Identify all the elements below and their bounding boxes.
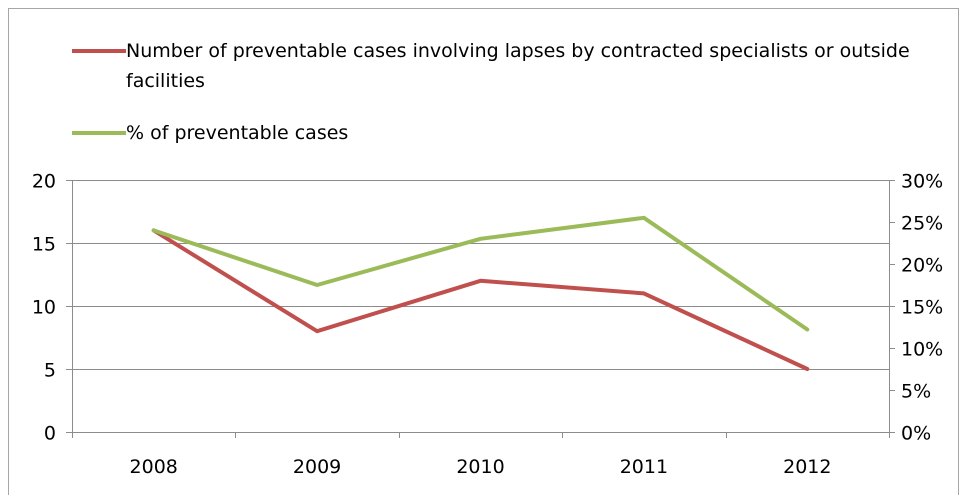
series-line-cases bbox=[151, 228, 810, 371]
legend-item-cases: Number of preventable cases involving la… bbox=[72, 36, 932, 96]
y-left-tick-label: 5 bbox=[44, 360, 56, 382]
legend-swatch-cases bbox=[72, 49, 126, 53]
y-left-tick-label: 20 bbox=[32, 171, 56, 193]
x-tick-label: 2011 bbox=[620, 456, 668, 478]
legend-label-cases: Number of preventable cases involving la… bbox=[126, 40, 910, 92]
x-tick-label: 2009 bbox=[293, 456, 341, 478]
y-right-tick-label: 10% bbox=[901, 339, 943, 361]
y-left-tick-label: 15 bbox=[32, 234, 56, 256]
chart-frame bbox=[8, 8, 959, 495]
y-left-tick-label: 10 bbox=[32, 297, 56, 319]
y-right-tick-label: 5% bbox=[901, 381, 931, 403]
data-point-cases bbox=[315, 329, 319, 333]
y-right-tick-label: 30% bbox=[901, 171, 943, 193]
x-tick-label: 2010 bbox=[456, 456, 504, 478]
y-right-tick-label: 0% bbox=[901, 423, 931, 445]
legend-label-percent: % of preventable cases bbox=[126, 122, 349, 144]
data-point-percent bbox=[315, 283, 319, 287]
y-right-tick-label: 15% bbox=[901, 297, 943, 319]
data-point-cases bbox=[479, 279, 483, 283]
data-point-percent bbox=[479, 237, 483, 241]
x-tick-label: 2008 bbox=[130, 456, 178, 478]
data-point-percent bbox=[805, 328, 809, 332]
data-point-cases bbox=[642, 291, 646, 295]
legend: Number of preventable cases involving la… bbox=[72, 36, 932, 148]
data-point-percent bbox=[152, 228, 156, 232]
series-line-percent bbox=[151, 215, 810, 332]
y-right-tick-label: 25% bbox=[901, 213, 943, 235]
data-point-percent bbox=[642, 216, 646, 220]
legend-swatch-percent bbox=[72, 131, 126, 135]
y-left-tick-label: 0 bbox=[44, 423, 56, 445]
x-tick-label: 2012 bbox=[783, 456, 831, 478]
data-point-cases bbox=[805, 367, 809, 371]
legend-item-percent: % of preventable cases bbox=[72, 118, 932, 148]
y-right-tick-label: 20% bbox=[901, 255, 943, 277]
